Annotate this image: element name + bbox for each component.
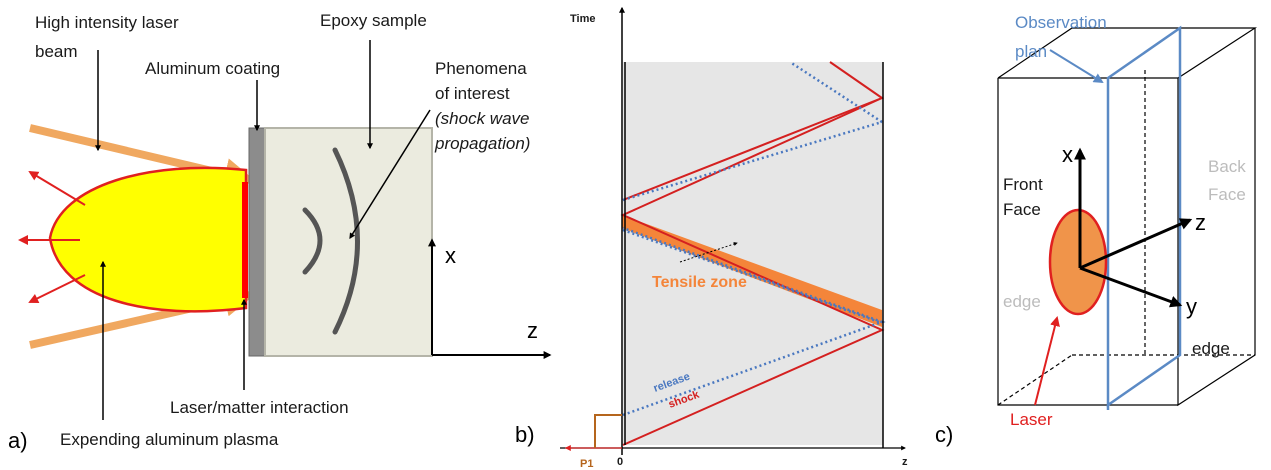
- panel-a-tag: a): [8, 428, 28, 453]
- shock-path: [620, 61, 885, 446]
- observation-line1: Observation: [1015, 13, 1107, 32]
- phenomena-pointer-arrow: [349, 109, 431, 240]
- axis-a-z-label: z: [527, 318, 538, 343]
- laser-label-line1: High intensity laser: [35, 13, 179, 32]
- axis-a-x-label: x: [445, 243, 456, 268]
- panel-c-tag: c): [935, 422, 953, 447]
- epoxy-label: Epoxy sample: [320, 11, 427, 30]
- hidden-edge-bottom-left: [997, 354, 1073, 406]
- shock-upper-segment: [622, 97, 883, 201]
- axis-c-y-label: y: [1186, 294, 1197, 319]
- laser-label-line2: beam: [35, 42, 78, 61]
- observation-line2: plan: [1015, 42, 1047, 61]
- edge-left-label: edge: [1003, 292, 1041, 311]
- back-line1: Back: [1208, 157, 1246, 176]
- time-label: Time: [570, 13, 595, 25]
- phenomena-line1: Phenomena: [435, 59, 527, 78]
- laser-spot: [1048, 208, 1108, 316]
- release-upper-segment: [622, 120, 883, 202]
- epoxy-sample: [264, 127, 433, 357]
- tz-background: [623, 62, 883, 445]
- aluminum-coating: [248, 127, 266, 357]
- panel-a: x z High intensity laser beam Aluminum c…: [8, 11, 552, 453]
- back-line2: Face: [1208, 185, 1246, 204]
- laser-pointer-arrow-c: [1034, 316, 1060, 406]
- front-line2: Face: [1003, 200, 1041, 219]
- front-line1: Front: [1003, 175, 1043, 194]
- shock-wave-small: [302, 207, 323, 275]
- axis-c-z-label: z: [1195, 210, 1206, 235]
- tensile-label: Tensile zone: [652, 274, 747, 291]
- observation-pointer-arrow: [1049, 49, 1104, 84]
- expansion-arrow-down: [28, 274, 86, 303]
- phenomena-line2: of interest: [435, 84, 510, 103]
- axis-c-y: [1079, 266, 1183, 308]
- p1-label: P1: [580, 458, 593, 470]
- plasma-label: Expending aluminum plasma: [60, 430, 279, 449]
- box-right-face: [1177, 28, 1256, 407]
- shock-wave-large: [332, 147, 360, 335]
- box-front-face: [997, 78, 1178, 406]
- release-boundary: [622, 228, 883, 325]
- edge-right-label: edge: [1192, 339, 1230, 358]
- coating-label: Aluminum coating: [145, 59, 280, 78]
- z-label: z: [902, 456, 908, 468]
- phenomena-line4: propagation): [434, 134, 530, 153]
- axis-c-x-label: x: [1062, 142, 1073, 167]
- release-top-segment: [789, 60, 883, 124]
- axis-c-z: [1079, 218, 1193, 270]
- expansion-arrow-up: [28, 170, 86, 206]
- zero-label: 0: [617, 456, 623, 468]
- interaction-label: Laser/matter interaction: [170, 398, 349, 417]
- phenomena-line3: (shock wave: [435, 109, 529, 128]
- release-path: [622, 226, 886, 417]
- laser-label-c: Laser: [1010, 410, 1053, 429]
- observation-plane: [1106, 25, 1182, 408]
- pressure-pulse: [594, 414, 622, 448]
- panel-b-tag: b): [515, 422, 535, 447]
- plasma-plume: [48, 166, 248, 313]
- panel-b: Time z 0 P1 Tensile zone release shock b…: [515, 6, 908, 470]
- panel-c: Observation plan Front Face Back Face x …: [935, 13, 1258, 447]
